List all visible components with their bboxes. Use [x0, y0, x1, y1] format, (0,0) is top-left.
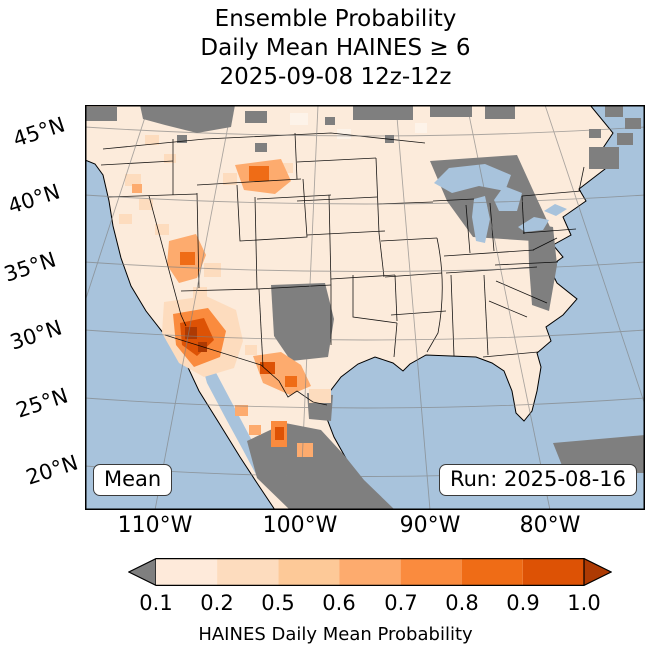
lake-huron [494, 186, 522, 211]
cbar-tick-4: 0.7 [384, 591, 418, 615]
colorbar-title: HAINES Daily Mean Probability [198, 624, 473, 645]
cbar-tick-1: 0.2 [200, 591, 234, 615]
lon-label-80w: 80°W [519, 513, 581, 538]
lake-superior [434, 164, 511, 193]
probability-patches-strong [180, 166, 297, 447]
cbar-tick-5: 0.8 [445, 591, 479, 615]
run-annotation-box: Run: 2025-08-16 [438, 464, 637, 496]
run-label: Run: 2025-08-16 [449, 467, 626, 491]
title-line-2: Daily Mean HAINES ≥ 6 [200, 35, 471, 61]
lon-label-110w: 110°W [117, 513, 193, 538]
probability-patches-light [119, 135, 331, 403]
colorbar-outline [156, 558, 584, 586]
lon-label-100w: 100°W [262, 513, 338, 538]
state-borders [100, 132, 585, 406]
colorbar-segment [156, 558, 218, 586]
lake-michigan [472, 196, 490, 243]
colorbar-segment [217, 558, 279, 586]
map-canvas [85, 105, 645, 510]
figure-title: Ensemble Probability Daily Mean HAINES ≥… [0, 5, 671, 92]
cbar-tick-2: 0.5 [261, 591, 295, 615]
lat-label-30n: 30°N [7, 315, 65, 355]
lon-label-90w: 90°W [399, 513, 461, 538]
great-lakes [434, 164, 567, 243]
lat-label-40n: 40°N [5, 179, 63, 219]
mean-label: Mean [104, 467, 162, 491]
lat-label-35n: 35°N [1, 247, 59, 287]
colorbar-segment [400, 558, 462, 586]
lat-label-45n: 45°N [10, 112, 68, 152]
colorbar-segment [339, 558, 401, 586]
lake-erie [518, 217, 549, 232]
graticule [85, 105, 645, 510]
cbar-tick-7: 1.0 [567, 591, 601, 615]
colorbar-segment [522, 558, 584, 586]
mean-annotation-box: Mean [93, 464, 173, 496]
title-line-1: Ensemble Probability [214, 6, 457, 32]
colorbar [127, 557, 613, 587]
lat-label-25n: 25°N [13, 383, 71, 423]
cbar-tick-6: 0.9 [506, 591, 540, 615]
lake-ontario [544, 204, 567, 216]
cbar-tick-0: 0.1 [139, 591, 173, 615]
cbar-tick-3: 0.6 [322, 591, 356, 615]
colorbar-under-arrow [127, 557, 157, 587]
colorbar-segment [278, 558, 340, 586]
title-line-3: 2025-09-08 12z-12z [219, 64, 452, 90]
colorbar-segment [461, 558, 523, 586]
map-panel: Mean Run: 2025-08-16 [85, 105, 645, 510]
lat-label-20n: 20°N [23, 450, 81, 490]
masked-gray-regions [85, 105, 645, 510]
map-frame [85, 105, 645, 510]
colorbar-over-arrow [583, 557, 613, 587]
